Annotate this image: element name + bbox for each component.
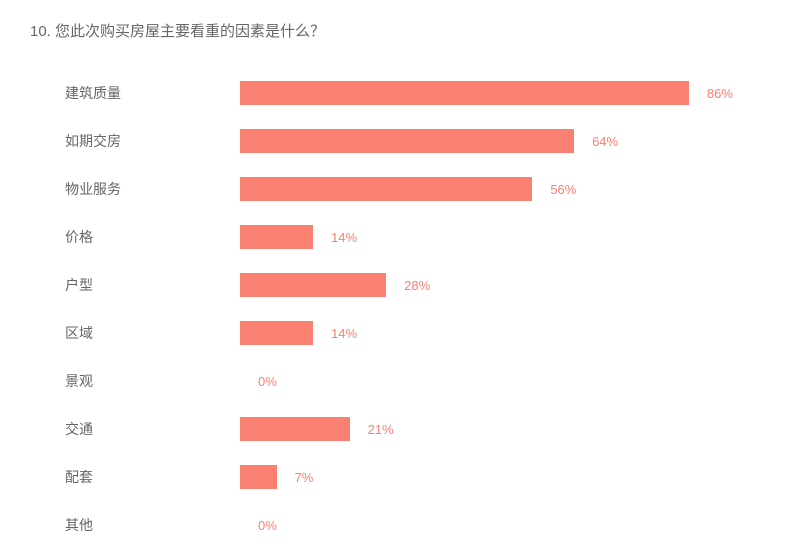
bar-label: 价格 <box>65 227 240 247</box>
bar-track: 7% <box>240 465 762 489</box>
question-text: 您此次购买房屋主要看重的因素是什么？ <box>55 23 325 40</box>
bar-fill <box>240 273 386 297</box>
bar-value: 21% <box>368 422 394 437</box>
bar-row: 价格 14% <box>65 213 762 261</box>
bar-fill <box>240 417 350 441</box>
bar-value: 7% <box>295 470 314 485</box>
bar-row: 景观 0% <box>65 357 762 405</box>
bar-value: 28% <box>404 278 430 293</box>
bar-row: 户型 28% <box>65 261 762 309</box>
bar-fill <box>240 129 574 153</box>
bar-fill <box>240 81 689 105</box>
bar-track: 64% <box>240 129 762 153</box>
bar-value: 14% <box>331 230 357 245</box>
bar-row: 区域 14% <box>65 309 762 357</box>
bar-label: 交通 <box>65 419 240 439</box>
bar-row: 交通 21% <box>65 405 762 453</box>
question-title: 10. 您此次购买房屋主要看重的因素是什么？ <box>30 20 762 41</box>
bar-label: 如期交房 <box>65 131 240 151</box>
bar-track: 0% <box>240 369 762 393</box>
bar-row: 物业服务 56% <box>65 165 762 213</box>
bar-track: 28% <box>240 273 762 297</box>
bar-value: 64% <box>592 134 618 149</box>
bar-label: 配套 <box>65 467 240 487</box>
bar-value: 0% <box>258 518 277 533</box>
bar-fill <box>240 321 313 345</box>
bar-fill <box>240 225 313 249</box>
question-number: 10. <box>30 23 51 40</box>
bar-track: 86% <box>240 81 762 105</box>
bar-label: 建筑质量 <box>65 83 240 103</box>
bar-row: 其他 0% <box>65 501 762 549</box>
bar-track: 14% <box>240 225 762 249</box>
bar-label: 景观 <box>65 371 240 391</box>
bar-value: 0% <box>258 374 277 389</box>
bar-row: 配套 7% <box>65 453 762 501</box>
bar-value: 86% <box>707 86 733 101</box>
bar-row: 如期交房 64% <box>65 117 762 165</box>
bar-track: 0% <box>240 513 762 537</box>
bar-label: 户型 <box>65 275 240 295</box>
bar-value: 14% <box>331 326 357 341</box>
bar-track: 21% <box>240 417 762 441</box>
bar-fill <box>240 177 532 201</box>
bar-track: 56% <box>240 177 762 201</box>
bar-fill <box>240 465 277 489</box>
bar-label: 物业服务 <box>65 179 240 199</box>
bar-label: 其他 <box>65 515 240 535</box>
bar-value: 56% <box>550 182 576 197</box>
bar-chart: 建筑质量 86% 如期交房 64% 物业服务 56% 价格 14% 户型 28% <box>30 69 762 549</box>
bar-label: 区域 <box>65 323 240 343</box>
bar-track: 14% <box>240 321 762 345</box>
bar-row: 建筑质量 86% <box>65 69 762 117</box>
